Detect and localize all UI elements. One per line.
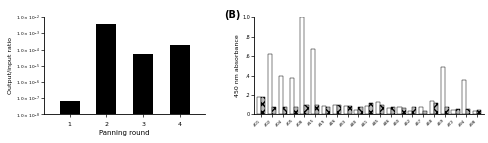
Bar xyxy=(257,97,261,114)
Bar xyxy=(347,106,351,114)
Bar xyxy=(455,109,459,114)
Bar xyxy=(321,106,325,114)
Bar xyxy=(358,107,362,114)
Bar xyxy=(293,107,297,114)
Bar xyxy=(310,49,315,114)
Bar xyxy=(332,105,336,114)
Bar xyxy=(267,54,271,114)
Bar xyxy=(365,106,368,114)
Bar xyxy=(368,103,372,114)
Bar xyxy=(440,67,444,114)
Bar xyxy=(343,106,347,114)
Bar xyxy=(96,24,116,143)
Bar xyxy=(271,107,276,114)
Bar xyxy=(304,105,308,114)
Bar xyxy=(422,111,427,114)
Bar xyxy=(354,110,358,114)
Bar xyxy=(169,45,189,143)
Bar xyxy=(336,105,340,114)
Bar xyxy=(411,107,416,114)
Bar xyxy=(325,107,329,114)
Bar xyxy=(278,76,282,114)
Bar xyxy=(300,17,304,114)
Bar xyxy=(461,80,466,114)
Bar xyxy=(289,78,293,114)
Bar xyxy=(433,103,437,114)
Bar xyxy=(60,101,80,143)
Text: (B): (B) xyxy=(224,10,240,20)
Y-axis label: Output/input ratio: Output/input ratio xyxy=(8,37,13,94)
Bar xyxy=(476,110,480,114)
Bar xyxy=(379,105,383,114)
Bar xyxy=(407,111,411,114)
Y-axis label: 450 nm absorbance: 450 nm absorbance xyxy=(234,34,239,97)
Bar xyxy=(261,97,265,114)
Bar xyxy=(282,107,286,114)
Bar xyxy=(386,108,390,114)
Bar xyxy=(401,108,405,114)
Bar xyxy=(472,111,476,114)
Bar xyxy=(466,109,469,114)
Bar xyxy=(375,102,379,114)
Bar xyxy=(397,107,401,114)
Bar xyxy=(444,107,448,114)
Bar xyxy=(450,110,455,114)
Bar xyxy=(429,101,433,114)
Bar xyxy=(390,107,394,114)
Bar xyxy=(315,105,319,114)
Bar xyxy=(418,107,422,114)
X-axis label: Panning round: Panning round xyxy=(99,130,150,136)
Bar xyxy=(133,54,153,143)
